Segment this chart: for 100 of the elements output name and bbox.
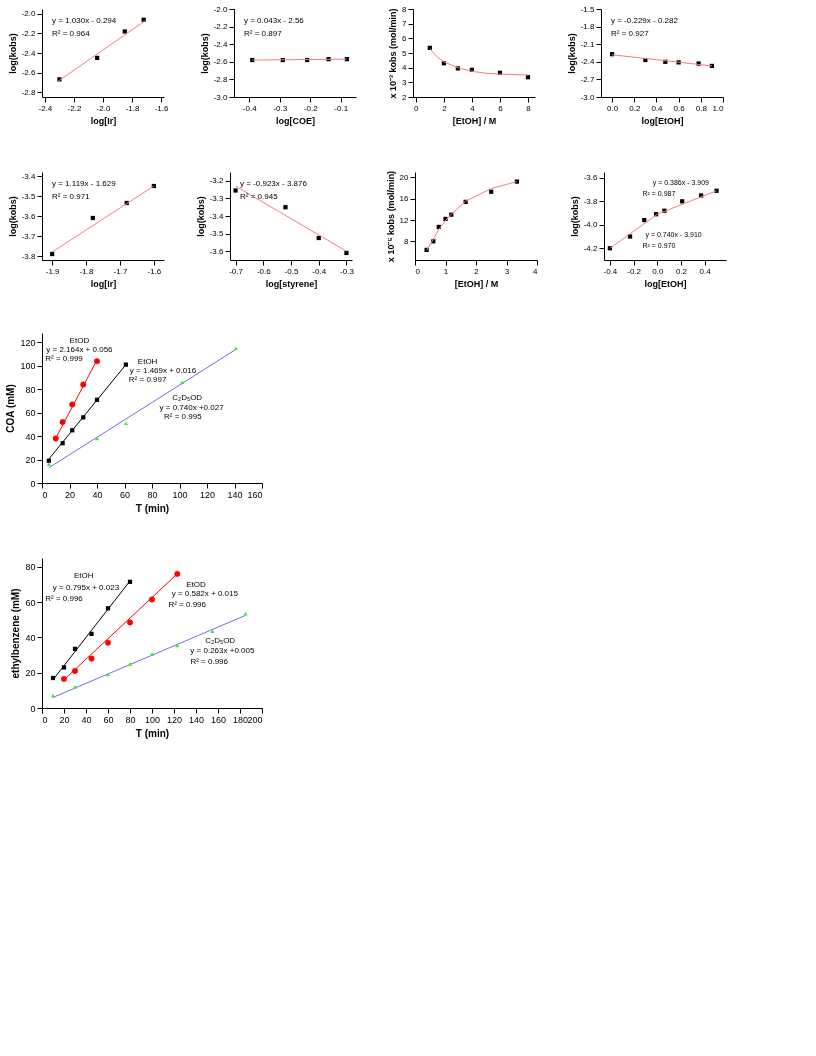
y-axis-title: log(kobs)	[195, 196, 206, 237]
annotation: EtOD	[186, 580, 206, 589]
y-tick-label: -3.6	[21, 211, 37, 221]
annotation: y = 1.469x + 0.016	[129, 365, 197, 375]
y-tick-label: 120	[20, 337, 36, 348]
annotation: R² = 0.964	[52, 29, 91, 38]
x-tick-label: -1.8	[79, 266, 94, 276]
x-tick-label: 120	[166, 714, 183, 725]
x-tick-label: 0	[414, 103, 420, 113]
y-tick-label: -3.0	[213, 92, 229, 102]
x-tick-label: 0.0	[607, 103, 619, 113]
x-tick-label: 140	[188, 714, 205, 725]
y-tick-label: 80	[25, 562, 36, 573]
y-tick-label: 20	[25, 455, 36, 466]
y-tick-label: -2.2	[21, 28, 37, 38]
y-tick-label: -3.6	[209, 246, 225, 256]
y-tick-label: -3.4	[21, 171, 37, 181]
annotation: y = -0.229x - 0.282	[611, 16, 679, 25]
y-tick-label: -2.7	[580, 74, 596, 84]
annotation: R² = 0.996	[45, 593, 84, 603]
x-tick-label: 200	[247, 714, 263, 725]
x-tick-label: 2	[442, 103, 448, 113]
x-tick-label: 80	[147, 489, 158, 500]
x-tick-label: 60	[119, 489, 131, 500]
y-axis-title: log(kobs)	[199, 33, 210, 74]
x-tick-label: 40	[92, 489, 103, 500]
y-axis-title: ethylbenzene (mM)	[10, 588, 22, 679]
y-tick-label: 40	[25, 632, 36, 643]
x-tick-label: -2.2	[67, 103, 82, 113]
annotation: R² = 0.999	[45, 353, 84, 363]
y-tick-label: -2.4	[21, 48, 37, 58]
annotation: y = 0.263x +0.005	[190, 646, 255, 655]
x-tick-label: -0.3	[340, 266, 355, 276]
y-tick-label: 5	[402, 48, 408, 58]
x-tick-label: -0.7	[229, 266, 244, 276]
y-axis-title: x 10⁻⁵ kobs (mol/min)	[385, 170, 396, 263]
x-axis-title: [EtOH] / M	[454, 278, 499, 289]
x-tick-label: -0.6	[256, 266, 272, 276]
y-tick-label: -4.2	[583, 243, 599, 253]
x-tick-label: 160	[210, 714, 227, 725]
x-axis-title: log[EtOH]	[641, 115, 684, 126]
x-tick-label: 100	[144, 714, 161, 725]
y-axis-title: COA (mM)	[5, 384, 17, 433]
y-tick-label: 8	[404, 236, 410, 246]
y-tick-label: 6	[402, 33, 408, 43]
y-tick-label: 3	[402, 77, 408, 87]
y-tick-label: -3.8	[583, 196, 599, 206]
y-tick-label: -3.0	[580, 92, 596, 102]
y-tick-label: 8	[402, 4, 408, 14]
x-tick-label: 8	[526, 103, 532, 113]
annotation: R² = 0.945	[240, 192, 279, 201]
x-tick-label: -0.4	[312, 266, 327, 276]
y-tick-label: 2	[402, 92, 408, 102]
x-tick-label: 4	[470, 103, 476, 113]
y-tick-label: -3.5	[21, 191, 37, 201]
x-tick-label: -0.5	[284, 266, 299, 276]
y-tick-label: -1.8	[580, 22, 596, 32]
y-tick-label: 60	[25, 408, 36, 419]
annotation: y = 0.043x - 2.56	[244, 16, 305, 25]
annotation: R² = 0.997	[128, 374, 167, 384]
annotation: y = 1.119x - 1.629	[52, 179, 117, 188]
x-tick-label: -0.1	[334, 103, 349, 113]
y-tick-label: -2.2	[213, 22, 229, 32]
x-tick-label: -1.9	[45, 266, 61, 276]
annotation: y = 1.030x - 0.294	[52, 16, 117, 25]
y-tick-label: -3.3	[209, 193, 225, 203]
y-tick-label: -2.0	[21, 9, 37, 19]
annotation: EtOH	[74, 571, 94, 580]
y-tick-label: 20	[25, 668, 36, 679]
x-tick-label: 0.6	[673, 103, 686, 113]
x-tick-label: 0.2	[675, 266, 688, 276]
x-axis-title: log[Ir]	[90, 115, 117, 126]
x-tick-label: 0	[415, 266, 421, 276]
x-tick-label: 0.8	[695, 103, 708, 113]
y-tick-label: 7	[402, 19, 408, 29]
y-tick-label: -3.6	[583, 173, 599, 183]
x-axis-title: T (min)	[135, 502, 170, 514]
x-tick-label: 80	[125, 714, 136, 725]
y-tick-label: 16	[399, 194, 410, 204]
y-tick-label: -2.6	[213, 57, 229, 67]
y-tick-label: -2.8	[213, 74, 229, 84]
x-tick-label: 0.0	[652, 266, 664, 276]
x-tick-label: -0.3	[273, 103, 288, 113]
y-axis-title: log(kobs)	[569, 196, 580, 237]
x-tick-label: 0.4	[651, 103, 664, 113]
annotation: R² = 0.971	[52, 192, 91, 201]
y-axis-title: log(kobs)	[566, 33, 577, 74]
x-tick-label: 40	[81, 714, 92, 725]
x-tick-label: 180	[232, 714, 249, 725]
y-tick-label: -2.0	[213, 4, 229, 14]
annotation: EtOH	[137, 356, 158, 366]
y-tick-label: 60	[25, 597, 36, 608]
annotation: C₂D₅OD	[172, 392, 203, 402]
x-tick-label: 140	[227, 489, 243, 500]
x-tick-label: 100	[172, 489, 188, 500]
x-axis-title: log[styrene]	[265, 278, 318, 289]
y-tick-label: -2.4	[213, 39, 229, 49]
x-tick-label: -1.8	[125, 103, 140, 113]
x-tick-label: -0.2	[627, 266, 642, 276]
x-tick-label: -0.4	[242, 103, 258, 113]
